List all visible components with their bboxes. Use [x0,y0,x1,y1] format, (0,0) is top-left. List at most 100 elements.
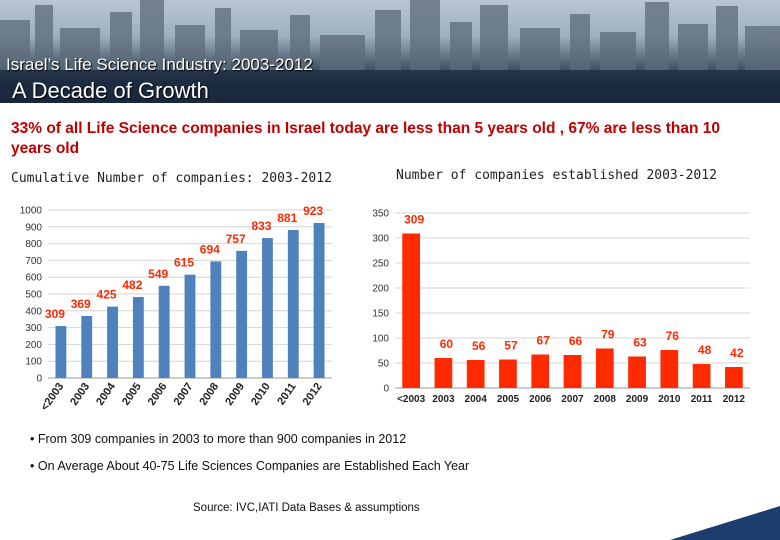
bar [402,233,421,388]
y-tick-label: 50 [378,359,390,370]
companies-established-chart: 0 50 100 150 200 250 300 350 309 <2003 60 2003 56 200… [372,209,750,405]
bar [132,297,144,378]
bar [531,354,550,388]
data-label: 60 [440,337,454,351]
x-tick-label: 2011 [691,394,713,405]
x-tick-label: <2003 [397,394,426,405]
y-tick-label: 800 [25,239,42,250]
headline-text: 33% of all Life Science companies in Isr… [11,120,721,157]
data-label: 67 [537,334,551,348]
x-tick-label: 2006 [146,381,170,408]
bar [158,285,170,378]
bar [724,367,743,388]
x-tick-label: 2012 [723,394,746,405]
y-tick-label: 300 [372,234,389,245]
bar [262,238,273,378]
x-tick-label: 2010 [658,394,681,405]
bar [210,261,222,378]
data-label: 66 [569,334,583,348]
y-tick-label: 250 [372,259,389,270]
data-label: 42 [730,346,744,360]
y-tick-label: 0 [383,384,389,395]
bar [628,356,646,388]
y-tick-label: 600 [25,273,42,284]
bar [184,274,196,378]
data-label: 309 [45,307,65,321]
data-label: 482 [122,278,142,292]
bar [81,316,93,378]
x-tick-label: 2008 [594,394,617,405]
slide-title: Israel’s Life Science Industry: 2003-201… [6,55,313,74]
bullet-item: • From 309 companies in 2003 to more tha… [30,432,407,446]
slide-subtitle: A Decade of Growth [12,78,209,103]
y-tick-label: 150 [372,309,389,320]
data-label: 63 [633,336,647,350]
x-tick-label: 2007 [172,381,196,408]
city-skyline-image [0,0,780,103]
x-tick-label: 2009 [223,381,247,408]
y-tick-label: 400 [25,306,42,317]
data-label: 309 [404,213,424,227]
bullet-text: On Average About 40-75 Life Sciences Com… [37,459,470,473]
data-label: 549 [148,267,168,281]
y-tick-label: 200 [372,284,389,295]
y-tick-label: 500 [25,290,42,301]
data-label: 923 [303,204,323,218]
x-tick-label: 2008 [197,381,221,408]
y-tick-label: 100 [25,357,42,368]
x-tick-label: 2004 [94,380,118,408]
data-label: 48 [698,343,712,357]
x-tick-label: 2003 [432,394,455,405]
x-tick-label: 2010 [249,381,273,408]
footer-decoration [670,506,780,540]
bar [499,359,517,388]
bar [466,360,485,388]
x-tick-label: 2005 [497,394,520,405]
bar [55,326,67,378]
data-label: 56 [472,339,486,353]
x-tick-label: 2011 [275,381,299,407]
chart1-title: Cumulative Number of companies: 2003-201… [11,171,332,186]
bar [692,364,711,388]
data-label: 76 [666,329,680,343]
bar [434,358,453,388]
bar [313,222,325,378]
x-tick-label: 2004 [465,394,488,405]
bar [236,250,248,378]
y-tick-label: 1000 [20,206,43,217]
x-tick-label: 2009 [626,394,649,405]
header-banner: Israel’s Life Science Industry: 2003-201… [0,0,780,103]
x-tick-label: 2003 [68,381,92,408]
y-tick-label: 100 [372,334,389,345]
y-tick-label: 350 [372,209,389,220]
bar [107,306,118,378]
bullet-item: • On Average About 40-75 Life Sciences C… [30,459,470,473]
data-label: 757 [226,232,246,246]
source-note: Source: IVC,IATI Data Bases & assumption… [193,502,420,514]
bullet-text: From 309 companies in 2003 to more than … [37,432,407,446]
bar [287,229,299,378]
data-label: 615 [174,256,194,270]
data-label: 881 [277,211,297,225]
data-label: 369 [71,297,91,311]
x-tick-label: 2012 [301,381,325,408]
data-label: 57 [504,339,518,353]
x-tick-label: 2005 [120,381,144,408]
chart2-title: Number of companies established 2003-201… [396,168,717,183]
y-tick-label: 900 [25,222,42,233]
bar [563,355,582,388]
bar [595,348,614,388]
y-tick-label: 300 [25,323,42,334]
cumulative-companies-chart: 0 100 200 300 400 500 600 700 800 900 1000 309 <2003… [20,204,332,413]
x-tick-label: <2003 [39,381,67,413]
y-tick-label: 200 [25,340,42,351]
data-label: 79 [601,328,615,342]
y-tick-label: 0 [36,374,42,385]
data-label: 425 [97,288,117,302]
x-tick-label: 2007 [561,394,584,405]
data-label: 694 [200,242,220,256]
data-label: 833 [251,219,271,233]
y-tick-label: 700 [25,256,42,267]
x-tick-label: 2006 [529,394,552,405]
bar [660,350,679,388]
